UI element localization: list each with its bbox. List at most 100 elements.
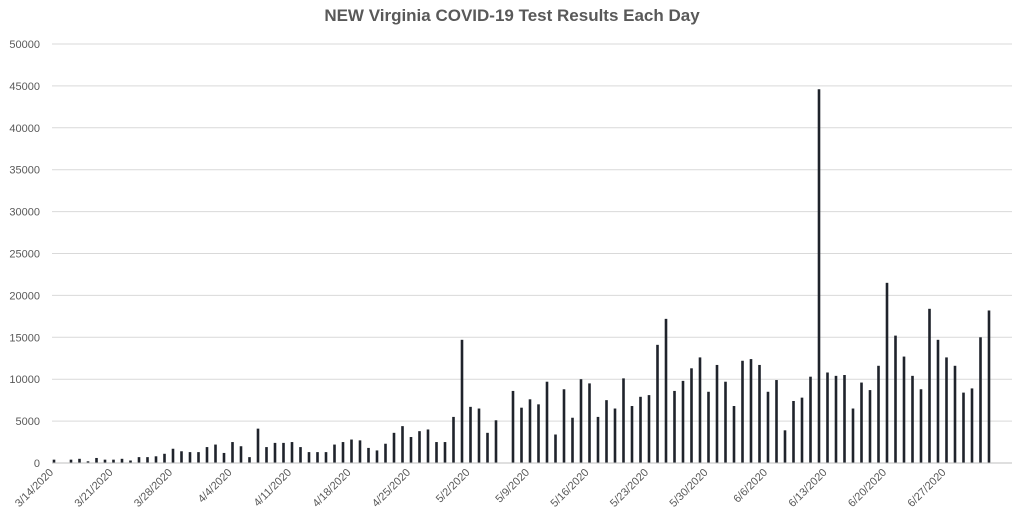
- bar: [231, 442, 234, 463]
- bar: [596, 416, 600, 463]
- bar: [537, 404, 540, 463]
- bar: [690, 368, 693, 463]
- y-tick-label: 15000: [9, 332, 40, 344]
- bar: [426, 429, 430, 463]
- bar: [222, 452, 226, 463]
- bar: [766, 391, 770, 463]
- x-tick-label: 5/30/2020: [668, 467, 711, 510]
- bar: [579, 379, 583, 463]
- bar: [273, 442, 277, 463]
- bar: [324, 452, 328, 463]
- bar: [299, 447, 302, 463]
- bar: [945, 357, 948, 463]
- bar: [962, 392, 965, 463]
- bar: [894, 335, 897, 463]
- bar: [843, 375, 846, 463]
- x-tick-label: 4/4/2020: [196, 467, 235, 506]
- x-tick-label: 6/6/2020: [731, 467, 770, 506]
- bar: [409, 437, 413, 463]
- gridlines: [52, 43, 1012, 422]
- bar: [562, 389, 566, 463]
- bar: [95, 457, 98, 463]
- bar: [290, 442, 294, 463]
- bar: [197, 452, 200, 463]
- bar: [792, 400, 795, 463]
- bar: [758, 364, 761, 463]
- bar: [418, 431, 421, 463]
- bar: [358, 440, 362, 463]
- x-axis-ticks: 3/14/2020 3/21/2020 3/28/2020 4/4/2020 4/11/…: [13, 467, 949, 510]
- bar: [732, 406, 736, 463]
- bar: [834, 375, 838, 463]
- y-axis-ticks: 0 5000 10000 15000 20000 25000 30000 35000 40000…: [9, 39, 40, 470]
- y-tick-label: 20000: [9, 290, 40, 302]
- bar: [885, 282, 889, 463]
- y-tick-label: 45000: [9, 81, 40, 93]
- bar: [622, 378, 625, 463]
- x-tick-label: 5/9/2020: [493, 467, 532, 506]
- bar: [987, 310, 991, 463]
- bar: [826, 372, 829, 463]
- x-tick-label: 3/28/2020: [132, 467, 175, 510]
- x-tick-label: 4/18/2020: [311, 467, 354, 510]
- y-tick-label: 25000: [9, 249, 40, 261]
- bar: [239, 446, 243, 463]
- bar: [639, 396, 642, 463]
- bar: [664, 318, 668, 463]
- bar: [911, 375, 914, 463]
- bar: [460, 339, 464, 463]
- bar: [307, 452, 311, 463]
- bar: [741, 360, 744, 463]
- bar: [375, 450, 379, 463]
- bar: [613, 408, 617, 463]
- chart-title: NEW Virginia COVID-19 Test Results Each …: [324, 6, 700, 25]
- bar: [851, 408, 855, 463]
- bar: [902, 356, 906, 463]
- bar: [435, 442, 438, 463]
- y-tick-label: 0: [34, 458, 40, 470]
- bar: [571, 417, 574, 463]
- x-tick-label: 4/11/2020: [252, 467, 295, 510]
- bar: [775, 380, 778, 463]
- bar: [333, 444, 336, 463]
- bar: [350, 439, 353, 463]
- bar: [205, 447, 209, 463]
- bar: [494, 420, 498, 463]
- y-tick-label: 35000: [9, 165, 40, 177]
- bar: [163, 453, 166, 463]
- bar: [477, 408, 481, 463]
- x-tick-label: 5/16/2020: [549, 467, 592, 510]
- bar: [715, 364, 719, 463]
- x-tick-label: 5/2/2020: [434, 467, 473, 506]
- x-tick-label: 6/20/2020: [846, 467, 889, 510]
- bar: [936, 339, 940, 463]
- bar: [443, 442, 447, 463]
- bar: [817, 89, 821, 463]
- bar: [137, 457, 141, 463]
- bar: [486, 432, 489, 463]
- bar: [630, 406, 634, 463]
- bar: [698, 357, 702, 463]
- y-tick-label: 30000: [9, 207, 40, 219]
- bar: [928, 308, 931, 463]
- bar: [681, 380, 685, 463]
- bar: [384, 443, 387, 463]
- bar: [78, 458, 81, 463]
- bar: [248, 457, 251, 463]
- bar: [724, 381, 727, 463]
- bar: [112, 459, 115, 463]
- bar: [953, 365, 957, 463]
- bar: [469, 406, 472, 463]
- bar: [316, 452, 319, 463]
- bar: [341, 442, 345, 463]
- bar: [52, 459, 56, 463]
- bar: [979, 337, 982, 463]
- x-tick-label: 5/23/2020: [608, 467, 651, 510]
- bar: [180, 451, 183, 463]
- y-tick-label: 5000: [16, 416, 40, 428]
- bar: [103, 459, 107, 463]
- bar: [511, 390, 515, 463]
- bar: [392, 432, 396, 463]
